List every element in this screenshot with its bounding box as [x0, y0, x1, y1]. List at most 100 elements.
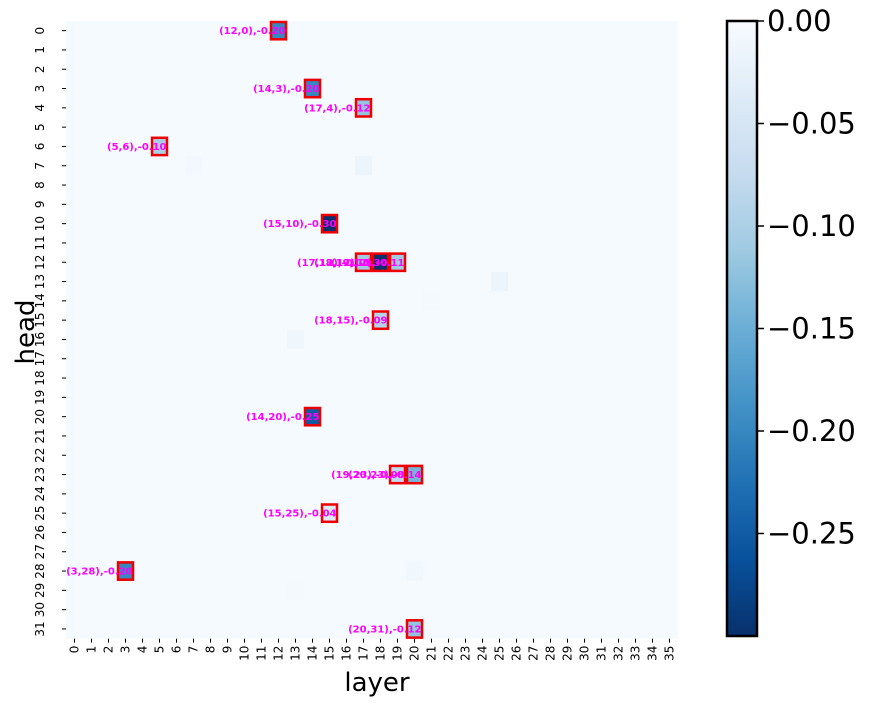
highlight-label: (14,20),-0.25	[246, 412, 319, 423]
x-tick-label: 30	[578, 646, 592, 661]
heatmap-cell-highlighted	[151, 136, 168, 157]
highlight-label: (17,4),-0.12	[304, 103, 370, 114]
x-tick-label: 9	[221, 646, 235, 654]
highlight-label: (19,12),-0.11	[331, 258, 404, 269]
x-tick-label: 31	[595, 646, 609, 661]
x-tick-label: 4	[136, 646, 150, 654]
heatmap-cell-highlighted	[270, 21, 287, 41]
highlight-box	[388, 464, 407, 485]
y-tick-label: 1	[33, 46, 47, 54]
y-tick-label: 28	[33, 563, 47, 578]
x-tick-label: 29	[561, 646, 575, 661]
heatmap-cell	[423, 291, 440, 311]
heatmap-cell	[406, 561, 423, 581]
y-tick-label: 18	[33, 370, 47, 385]
x-tick-label: 32	[612, 646, 626, 661]
y-tick-label: 17	[33, 351, 47, 366]
x-tick-label: 1	[85, 646, 99, 654]
x-tick-label: 10	[238, 646, 252, 661]
highlight-label: (18,15),-0.09	[314, 316, 387, 327]
x-tick-label: 23	[459, 646, 473, 661]
y-tick-label: 16	[33, 332, 47, 347]
x-tick-label: 13	[289, 646, 303, 661]
x-tick-label: 7	[187, 646, 201, 654]
x-tick-label: 3	[119, 646, 133, 654]
highlight-labels: (12,0),-0.20 (14,3),-0.20 (17,4),-0.12 (5,6…	[66, 26, 421, 635]
x-axis-label: layer	[344, 668, 410, 698]
y-tick-label: 5	[33, 123, 47, 131]
heatmap-cell-highlighted	[389, 252, 406, 272]
heatmap-cell-highlighted	[372, 310, 389, 330]
y-tick-label: 27	[33, 544, 47, 559]
highlight-label: (3,28),-0.20	[66, 567, 132, 578]
y-tick-label: 12	[33, 255, 47, 270]
y-tick-label: 29	[33, 583, 47, 598]
highlight-box	[354, 97, 373, 118]
x-tick-label: 11	[255, 646, 269, 661]
x-tick-label: 17	[357, 646, 371, 661]
heatmap-cell-highlighted	[406, 619, 423, 639]
highlight-label: (18,12),-0.30	[314, 258, 387, 269]
heatmap-cell-highlighted	[321, 503, 338, 523]
y-tick-label: 26	[33, 525, 47, 540]
x-tick-label: 27	[527, 646, 541, 661]
y-tick-label: 31	[33, 621, 47, 636]
colorbar-ticks: 0.00 −0.05 −0.10 −0.15 −0.20 −0.25	[757, 4, 856, 551]
highlight-label: (12,0),-0.20	[219, 26, 285, 37]
x-tick-label: 14	[306, 646, 320, 661]
y-tick-label: 25	[33, 506, 47, 521]
x-tick-label: 18	[374, 646, 388, 661]
x-tick-label: 34	[646, 646, 660, 661]
colorbar-fill	[727, 21, 757, 636]
x-tick-label: 19	[391, 646, 405, 661]
heatmap-cell	[287, 580, 304, 600]
highlight-label: (20,31),-0.12	[348, 624, 421, 635]
highlight-box	[405, 619, 424, 639]
highlight-label: (20,23),-0.14	[348, 470, 421, 481]
x-tick-label: 16	[340, 646, 354, 661]
y-tick-label: 6	[33, 143, 47, 151]
y-tick-label: 30	[33, 602, 47, 617]
colorbar: 0.00 −0.05 −0.10 −0.15 −0.20 −0.25	[725, 4, 856, 638]
y-tick-label: 19	[33, 390, 47, 405]
colorbar-tick-label: −0.15	[767, 312, 856, 346]
heatmap-cell-highlighted	[304, 78, 321, 99]
heatmap-cell-highlighted	[406, 464, 423, 485]
highlight-box	[388, 252, 407, 273]
colorbar-tick-label: −0.05	[767, 107, 856, 141]
highlight-label: (19,23),-0.08	[331, 470, 404, 481]
x-tick-label: 12	[272, 646, 286, 661]
heatmap-cell-highlighted	[117, 561, 134, 581]
y-tick-label: 10	[33, 216, 47, 231]
highlight-label: (5,6),-0.10	[107, 142, 167, 153]
x-tick-label: 22	[442, 646, 456, 661]
y-tick-label: 2	[33, 65, 47, 73]
highlight-boxes	[116, 20, 424, 639]
y-tick-label: 15	[33, 313, 47, 328]
y-tick-label: 14	[33, 293, 47, 308]
x-tick-label: 20	[408, 646, 422, 661]
highlight-box	[405, 464, 424, 485]
y-tick-label: 11	[33, 235, 47, 250]
highlight-box	[320, 503, 339, 524]
colorbar-tick-label: −0.25	[767, 517, 856, 551]
highlight-box	[269, 20, 288, 41]
heatmap-cell	[185, 156, 202, 176]
heatmap-cell-highlighted	[304, 407, 321, 427]
highlight-box	[116, 561, 135, 581]
y-tick-label: 0	[33, 27, 47, 35]
heatmap-cell-highlighted	[355, 252, 372, 272]
highlight-box	[371, 310, 390, 331]
x-tick-label: 24	[476, 646, 490, 661]
x-tick-label: 26	[510, 646, 524, 661]
highlight-label: (17,12),-0.11	[297, 258, 370, 269]
highlight-box	[371, 252, 390, 273]
x-tick-label: 0	[68, 646, 82, 654]
highlight-box	[150, 136, 169, 157]
y-tick-label: 23	[33, 467, 47, 482]
heatmap-cell	[355, 156, 372, 176]
x-tick-label: 33	[629, 646, 643, 661]
y-tick-label: 3	[33, 85, 47, 93]
x-tick-label: 21	[425, 646, 439, 661]
highlight-box	[354, 252, 373, 273]
